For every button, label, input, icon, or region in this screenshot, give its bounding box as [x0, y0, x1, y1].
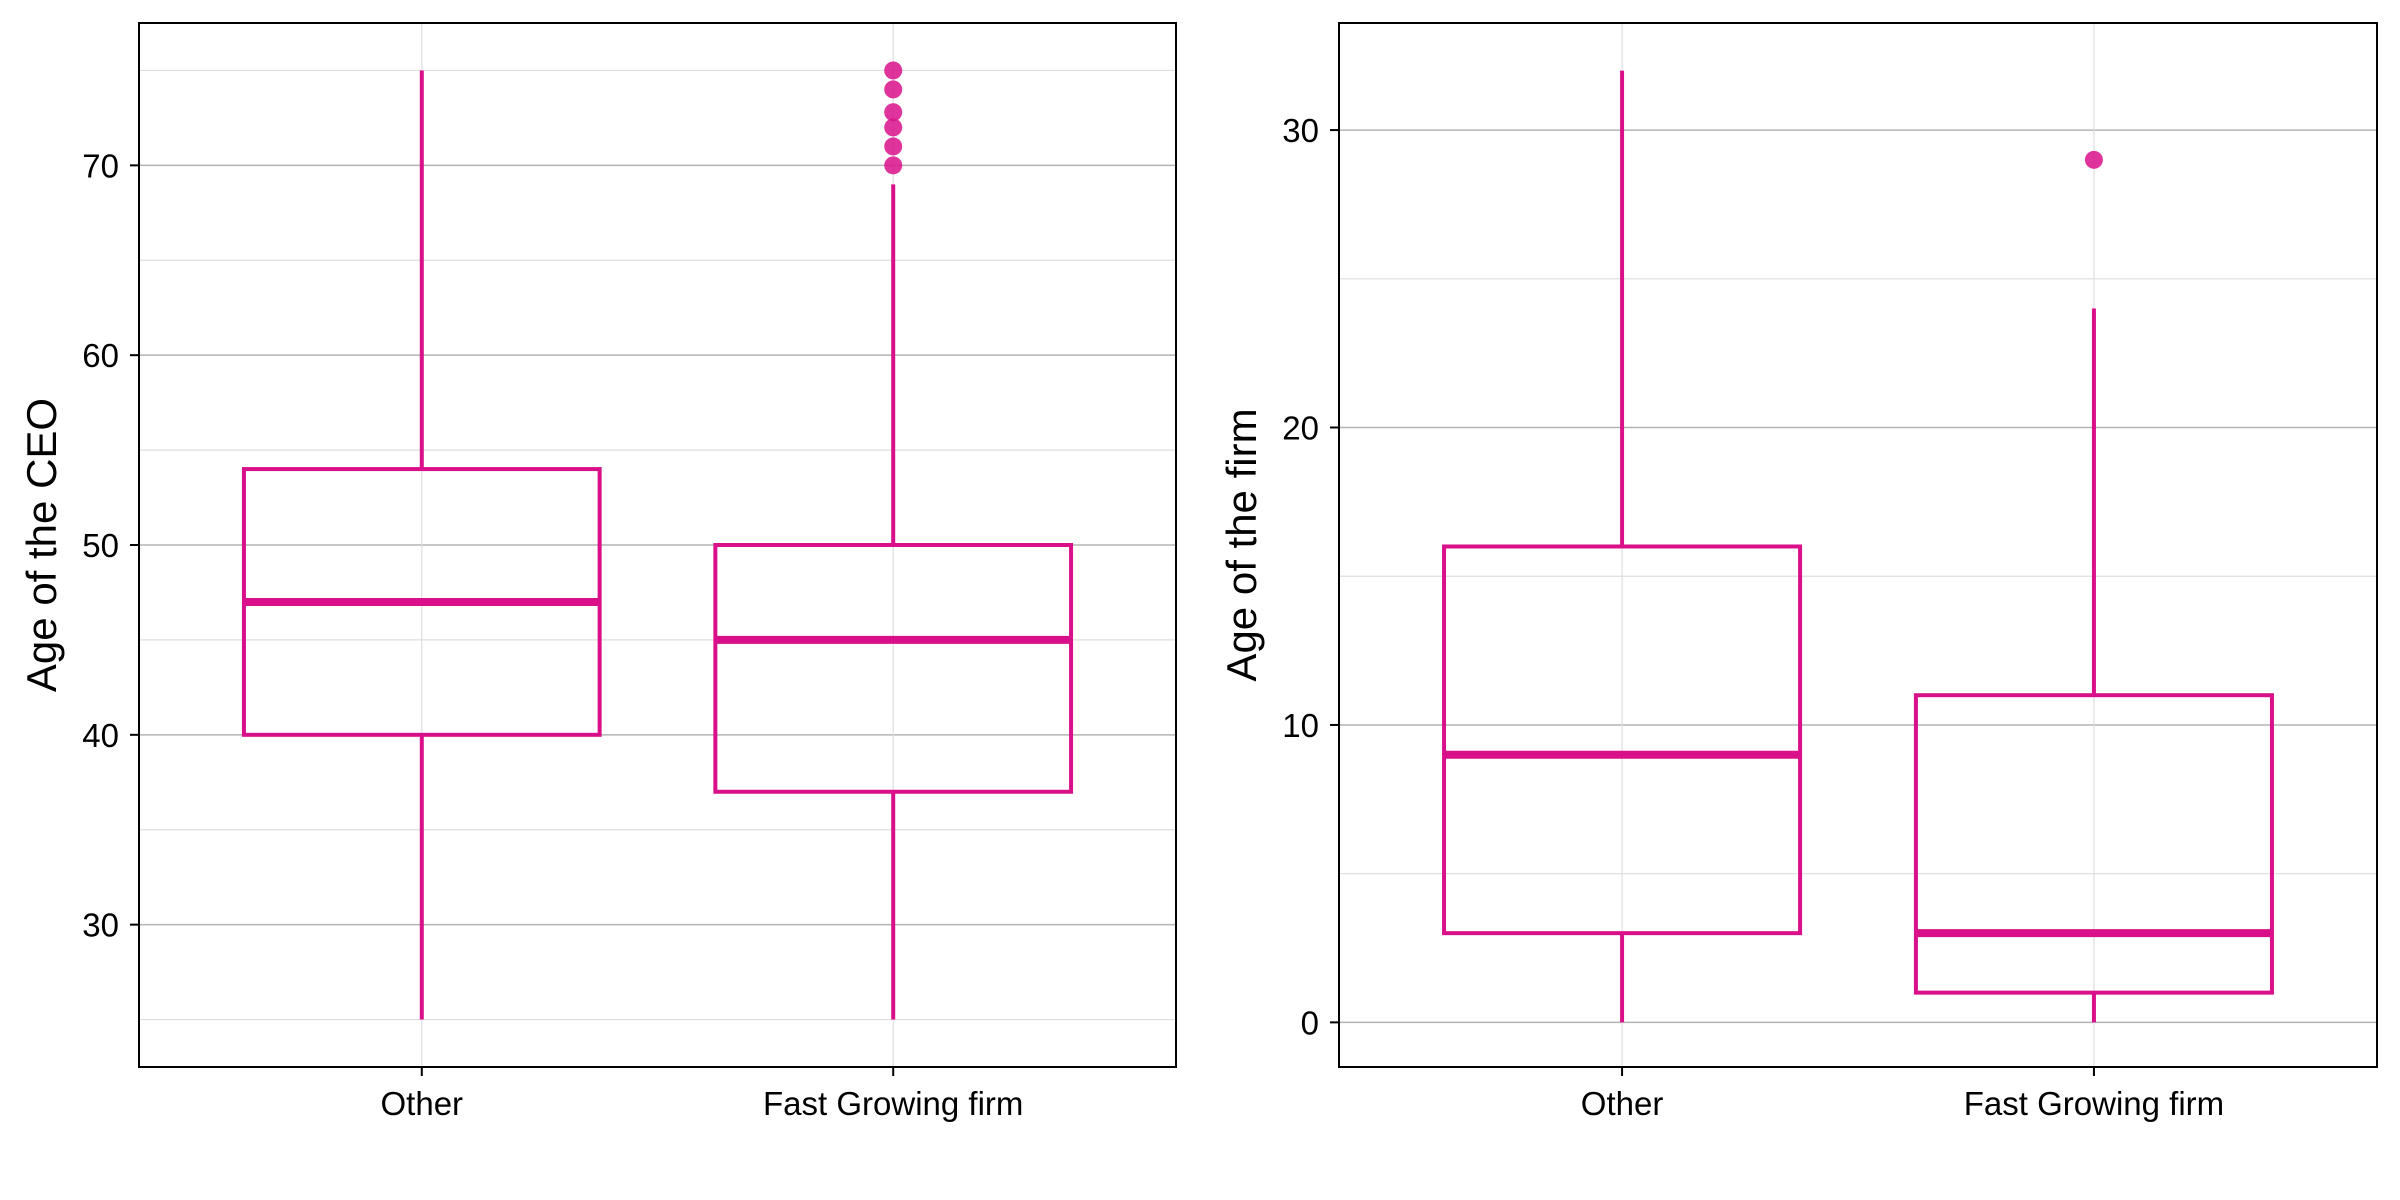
outlier-point: [884, 61, 903, 80]
y-tick-label: 20: [1282, 410, 1319, 447]
y-tick-label: 50: [82, 527, 119, 564]
outlier-point: [884, 103, 903, 122]
y-tick-label: 70: [82, 147, 119, 184]
y-tick-label: 30: [1282, 112, 1319, 149]
outlier-point: [2084, 150, 2103, 169]
y-tick-label: 10: [1282, 707, 1319, 744]
iqr-box: [1442, 544, 1803, 936]
ceo-age-boxplot-panel: 30 40 50 60 70 Other Fast Growing firm Age of t…: [18, 22, 1177, 1122]
y-tick-label: 40: [82, 717, 119, 754]
x-tick-label: Other: [1581, 1085, 1664, 1122]
firm-age-boxplot-panel: 0 10 20 30 Other Fast Growing firm Age of the …: [1218, 22, 2378, 1122]
y-axis-title: Age of the CEO: [18, 398, 65, 692]
x-tick-label: Other: [381, 1085, 464, 1122]
y-axis-title: Age of the firm: [1218, 408, 1265, 681]
box-fast-growing-firm: [713, 61, 1074, 1020]
box-fast-growing-firm: [1913, 150, 2274, 1023]
x-tick-label: Fast Growing firm: [1964, 1085, 2224, 1122]
x-tick-label: Fast Growing firm: [763, 1085, 1023, 1122]
outlier-point: [884, 80, 903, 99]
plot-frame: [1338, 22, 2378, 1068]
outlier-point: [884, 156, 903, 175]
outlier-point: [884, 118, 903, 137]
iqr-box: [1913, 693, 2274, 995]
box-other: [1442, 70, 1803, 1023]
y-tick-label: 30: [82, 907, 119, 944]
iqr-box: [713, 543, 1074, 794]
box-other: [241, 70, 602, 1020]
outlier-point: [884, 137, 903, 156]
y-tick-label: 60: [82, 337, 119, 374]
y-tick-label: 0: [1301, 1004, 1319, 1041]
